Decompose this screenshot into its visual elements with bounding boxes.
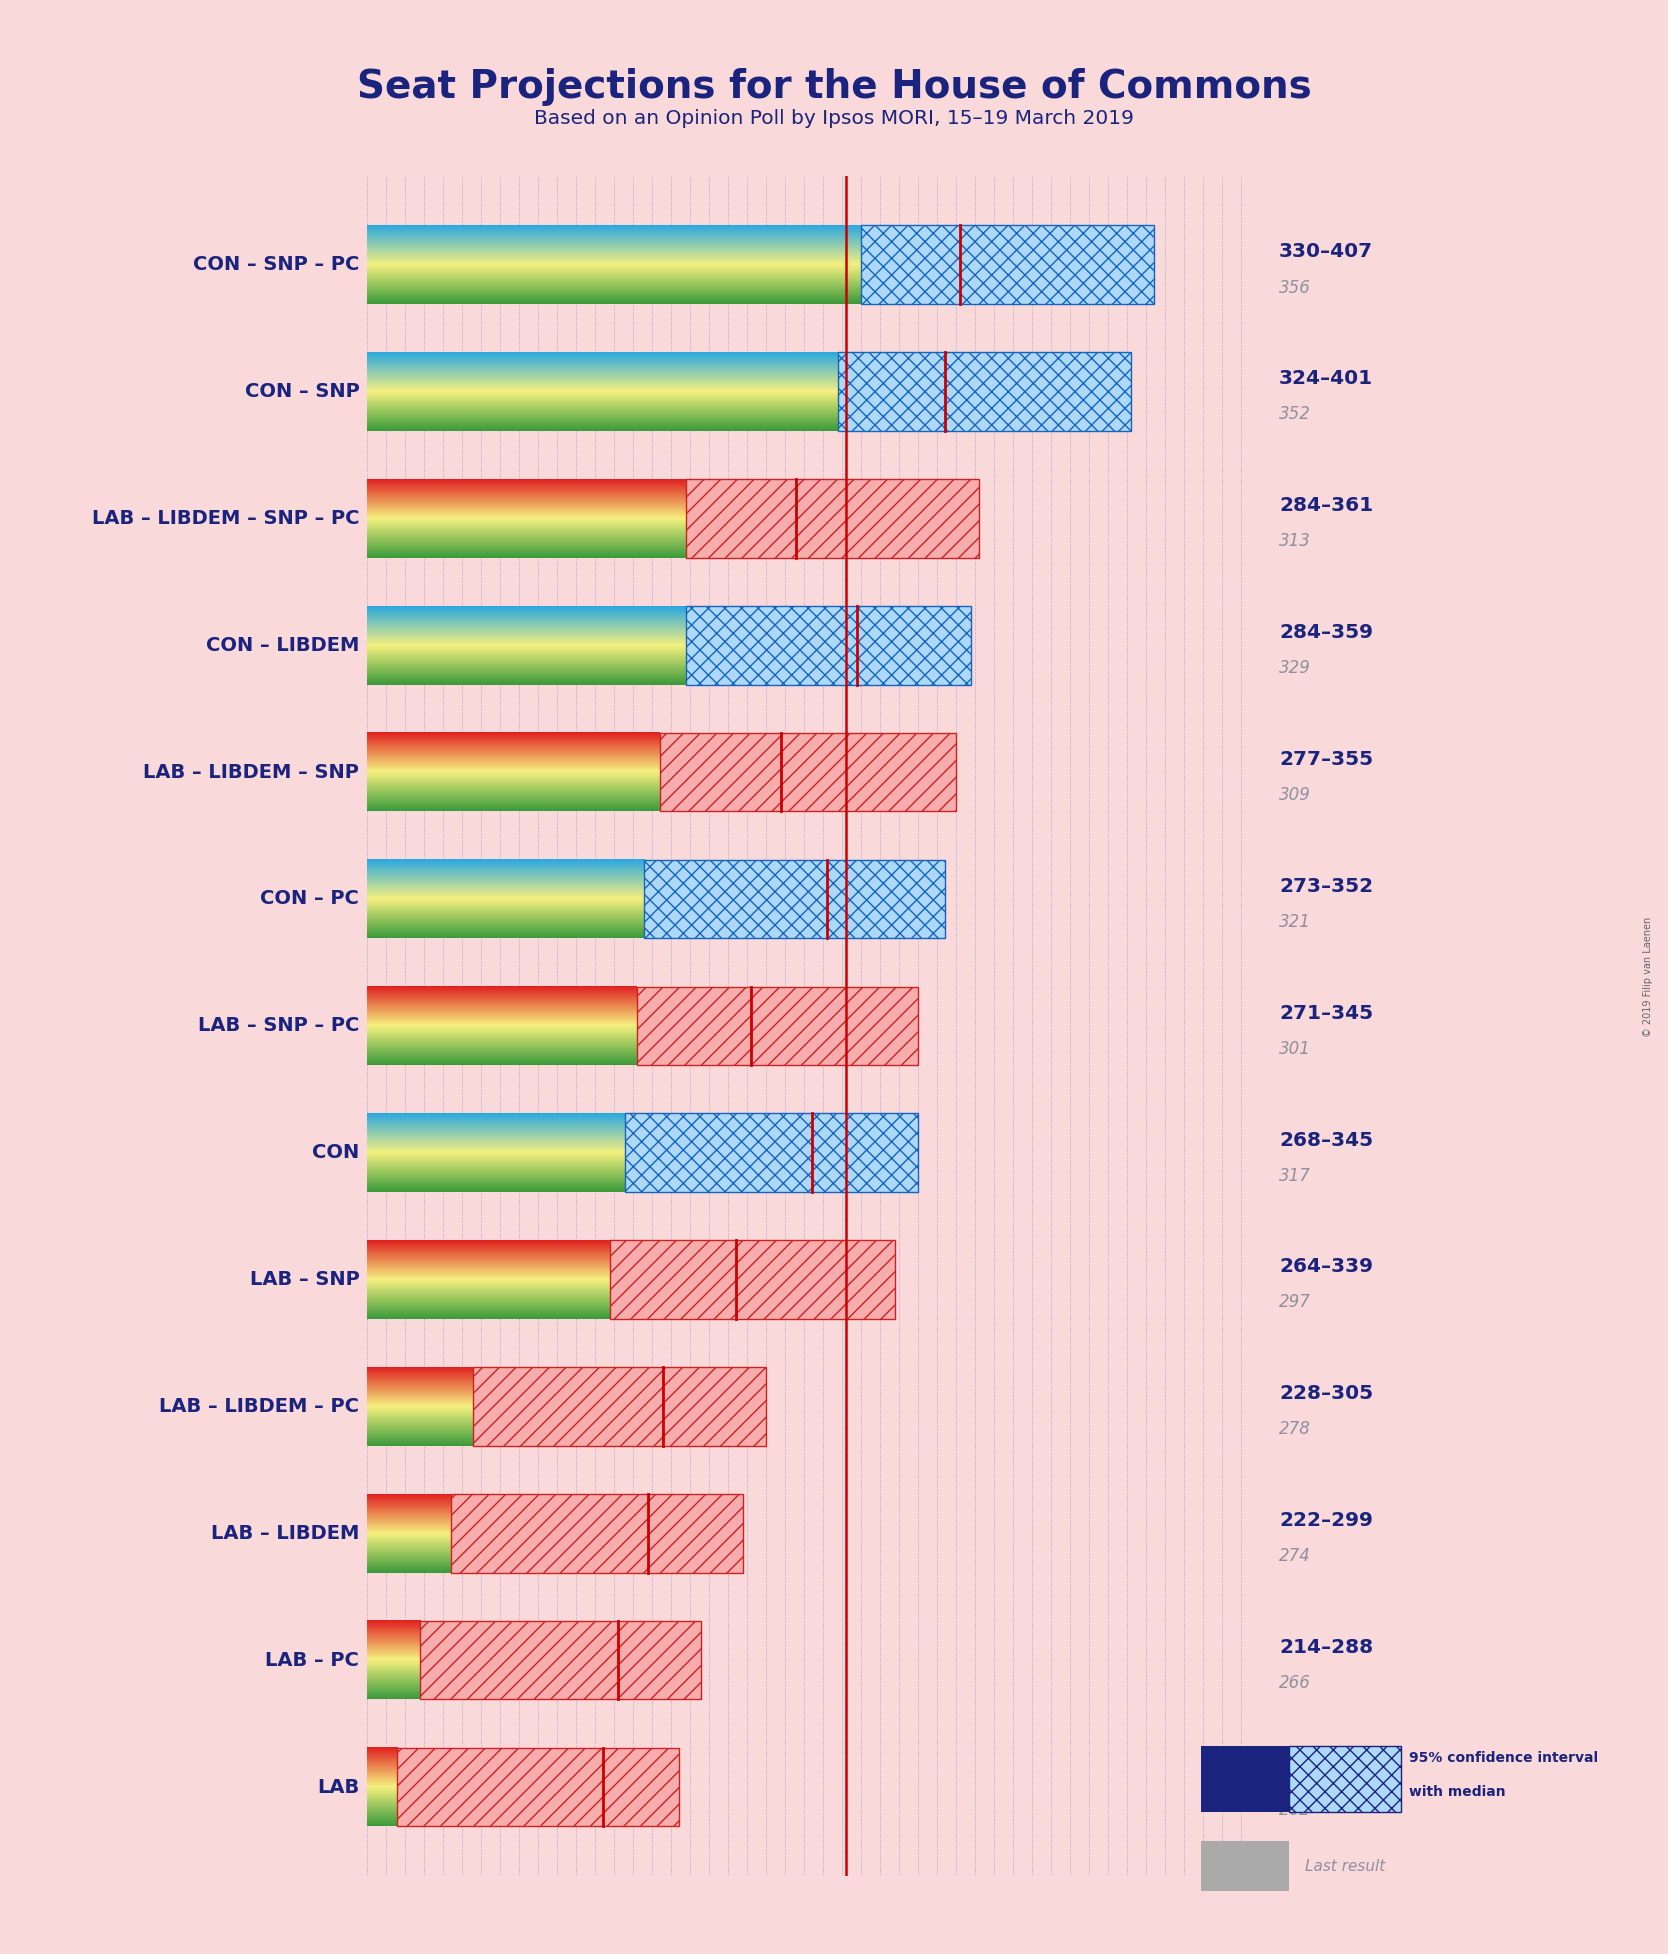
Text: 330–407: 330–407 [1279,242,1373,262]
Bar [610,1241,896,1319]
Text: CON – SNP – PC: CON – SNP – PC [193,256,359,274]
Text: LAB – PC: LAB – PC [265,1651,359,1669]
Text: 222–299: 222–299 [1279,1510,1373,1530]
Text: 214–288: 214–288 [1279,1637,1373,1657]
Bar [367,1135,812,1170]
Bar [1201,1841,1289,1891]
Bar [367,1262,736,1297]
Text: 297: 297 [1279,1294,1311,1311]
Bar [367,1389,664,1424]
Text: 95% confidence interval: 95% confidence interval [1409,1751,1598,1764]
Text: LAB: LAB [317,1778,359,1796]
Text: 274: 274 [1279,1548,1311,1565]
Bar [686,479,979,557]
Text: with median: with median [1409,1784,1506,1798]
Text: 321: 321 [1279,913,1311,930]
Text: CON – PC: CON – PC [260,889,359,909]
Text: 208–282: 208–282 [1279,1764,1373,1784]
Text: 268–345: 268–345 [1279,1131,1373,1149]
Text: 228–305: 228–305 [1279,1383,1373,1403]
Bar [367,1768,602,1805]
Bar [367,881,827,916]
Text: 309: 309 [1279,786,1311,803]
Text: 284–359: 284–359 [1279,623,1373,643]
Text: 356: 356 [1279,279,1311,297]
Bar [626,1114,917,1192]
Text: 329: 329 [1279,658,1311,678]
Bar [450,1495,744,1573]
Text: LAB – LIBDEM: LAB – LIBDEM [210,1524,359,1544]
Text: © 2019 Filip van Laenen: © 2019 Filip van Laenen [1643,916,1653,1038]
Text: 352: 352 [1279,404,1311,424]
Bar [637,987,917,1065]
Bar [1289,1747,1401,1813]
Bar [367,1643,617,1678]
Text: 317: 317 [1279,1167,1311,1184]
Text: 271–345: 271–345 [1279,1004,1373,1022]
Text: 278: 278 [1279,1421,1311,1438]
Text: 277–355: 277–355 [1279,750,1373,770]
Text: 324–401: 324–401 [1279,369,1373,389]
Bar [367,1516,649,1551]
Text: LAB – SNP: LAB – SNP [250,1270,359,1290]
Text: LAB – LIBDEM – SNP: LAB – LIBDEM – SNP [143,762,359,782]
Bar [839,352,1131,430]
Bar [367,500,796,535]
Bar [1201,1747,1289,1813]
Text: CON: CON [312,1143,359,1163]
Text: 284–361: 284–361 [1279,496,1373,516]
Text: Last result: Last result [1304,1858,1386,1874]
Bar [367,1008,751,1043]
Bar [861,225,1154,305]
Bar [367,246,959,283]
Bar [659,733,956,811]
Text: 313: 313 [1279,531,1311,551]
Text: CON – LIBDEM: CON – LIBDEM [205,635,359,655]
Bar [420,1622,702,1700]
Bar [367,754,781,789]
Text: LAB – LIBDEM – PC: LAB – LIBDEM – PC [160,1397,359,1417]
Bar [367,627,857,662]
Text: LAB – SNP – PC: LAB – SNP – PC [198,1016,359,1036]
Bar [367,373,944,408]
Text: Based on an Opinion Poll by Ipsos MORI, 15–19 March 2019: Based on an Opinion Poll by Ipsos MORI, … [534,109,1134,129]
Text: Seat Projections for the House of Commons: Seat Projections for the House of Common… [357,68,1311,106]
Text: CON – SNP: CON – SNP [245,383,359,401]
Text: 273–352: 273–352 [1279,877,1373,895]
Bar [686,606,971,684]
Text: LAB – LIBDEM – SNP – PC: LAB – LIBDEM – SNP – PC [92,508,359,528]
Bar [644,860,944,938]
Bar [474,1368,766,1446]
Text: 301: 301 [1279,1040,1311,1057]
Text: 266: 266 [1279,1675,1311,1692]
Text: 262: 262 [1279,1802,1311,1819]
Text: 264–339: 264–339 [1279,1256,1373,1276]
Bar [397,1747,679,1827]
